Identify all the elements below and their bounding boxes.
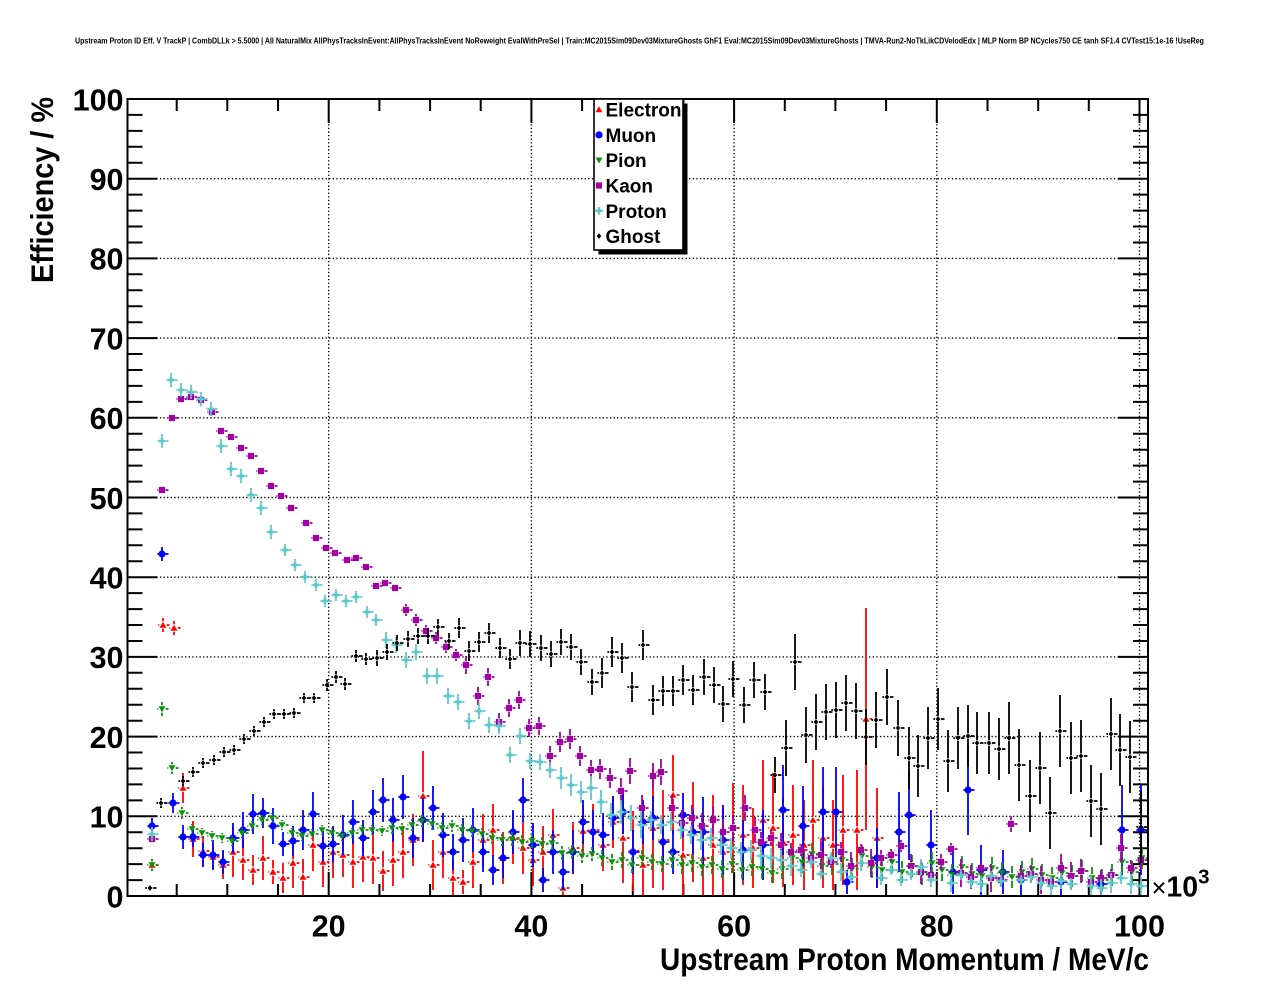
svg-text:30: 30 bbox=[90, 641, 124, 675]
svg-text:Muon: Muon bbox=[606, 126, 657, 147]
svg-text:Efficiency / %: Efficiency / % bbox=[24, 97, 60, 283]
svg-text:50: 50 bbox=[90, 482, 124, 516]
svg-text:Upstream Proton Momentum / MeV: Upstream Proton Momentum / MeV/c bbox=[660, 941, 1149, 977]
svg-text:20: 20 bbox=[90, 721, 124, 755]
svg-text:100: 100 bbox=[73, 83, 124, 117]
svg-text:60: 60 bbox=[90, 402, 124, 436]
svg-text:Pion: Pion bbox=[606, 151, 647, 172]
svg-text:80: 80 bbox=[90, 243, 124, 277]
svg-text:60: 60 bbox=[717, 910, 751, 944]
svg-text:Proton: Proton bbox=[606, 202, 667, 223]
svg-text:70: 70 bbox=[90, 322, 124, 356]
svg-text:40: 40 bbox=[90, 562, 124, 596]
svg-text:Upstream Proton ID Eff. V Trac: Upstream Proton ID Eff. V TrackP | CombD… bbox=[75, 36, 1204, 45]
svg-text:Ghost: Ghost bbox=[606, 227, 662, 248]
svg-text:80: 80 bbox=[920, 910, 954, 944]
svg-text:10: 10 bbox=[90, 801, 124, 835]
svg-text:90: 90 bbox=[90, 163, 124, 197]
svg-text:Electron: Electron bbox=[606, 101, 682, 122]
svg-text:20: 20 bbox=[312, 910, 346, 944]
svg-text:0: 0 bbox=[107, 880, 124, 914]
svg-text:100: 100 bbox=[1114, 910, 1165, 944]
svg-text:40: 40 bbox=[514, 910, 548, 944]
svg-text:Kaon: Kaon bbox=[606, 177, 654, 198]
